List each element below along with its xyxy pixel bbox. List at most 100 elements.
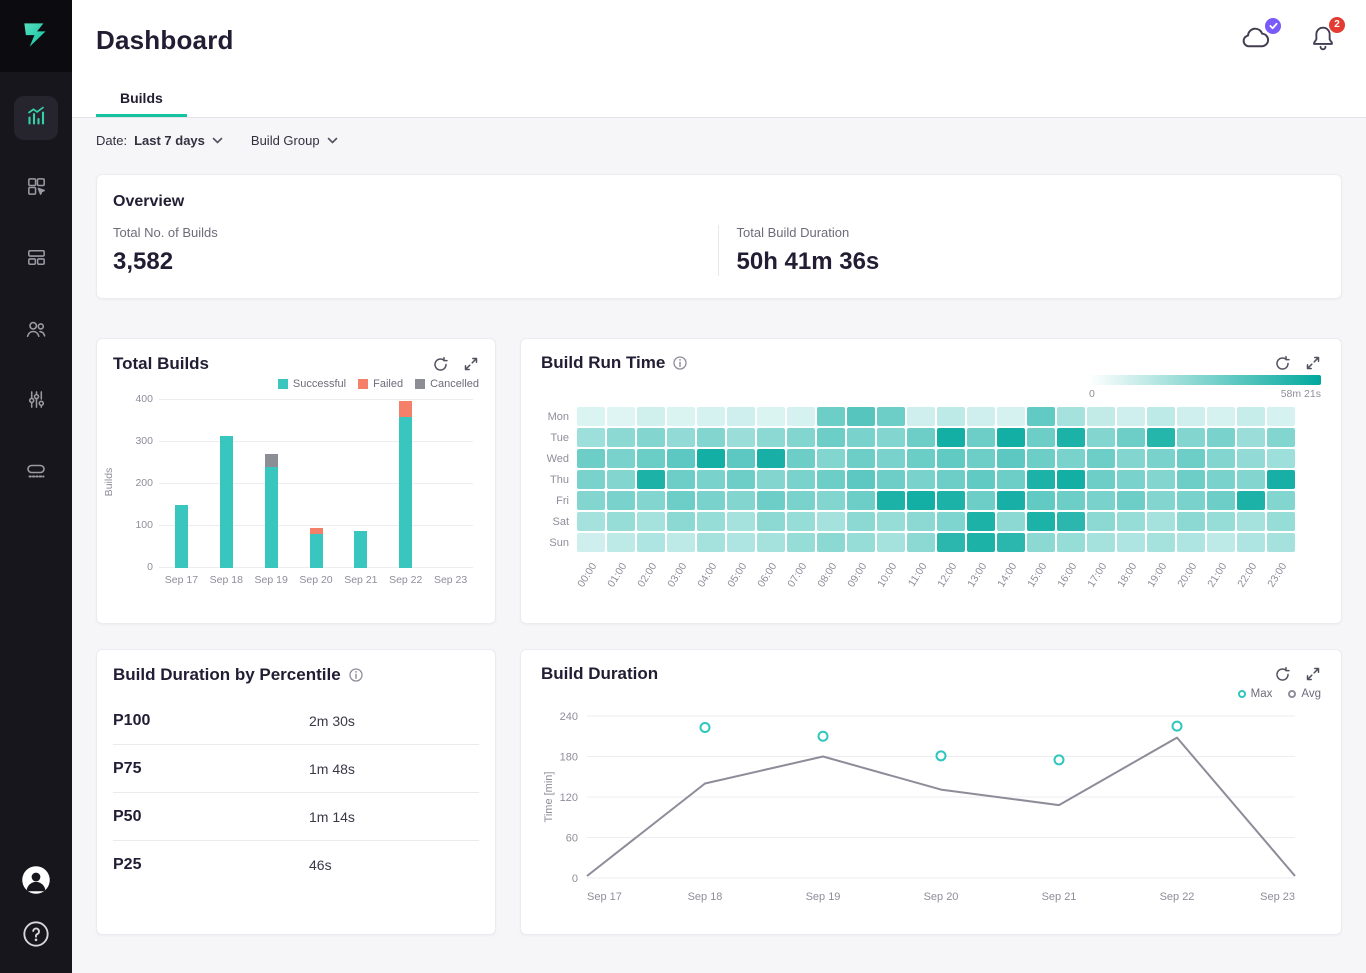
heatmap-cell[interactable] [1177,470,1205,489]
notifications-button[interactable]: 2 [1310,24,1336,57]
heatmap-cell[interactable] [697,533,725,552]
heatmap-cell[interactable] [1087,470,1115,489]
heatmap-cell[interactable] [967,512,995,531]
heatmap-cell[interactable] [1027,512,1055,531]
help-button[interactable] [21,921,51,951]
heatmap-cell[interactable] [787,512,815,531]
heatmap-cell[interactable] [787,470,815,489]
heatmap-cell[interactable] [727,470,755,489]
heatmap-cell[interactable] [937,491,965,510]
heatmap-cell[interactable] [847,449,875,468]
heatmap-cell[interactable] [1237,407,1265,426]
heatmap-cell[interactable] [607,449,635,468]
heatmap-cell[interactable] [1147,491,1175,510]
heatmap-cell[interactable] [1207,533,1235,552]
heatmap-cell[interactable] [907,491,935,510]
heatmap-cell[interactable] [607,533,635,552]
heatmap-cell[interactable] [727,512,755,531]
heatmap-cell[interactable] [757,470,785,489]
build-group-filter[interactable]: Build Group [251,133,338,148]
heatmap-cell[interactable] [847,533,875,552]
heatmap-cell[interactable] [577,428,605,447]
tab-builds[interactable]: Builds [96,80,187,117]
heatmap-cell[interactable] [607,491,635,510]
heatmap-cell[interactable] [1057,449,1085,468]
heatmap-cell[interactable] [1177,512,1205,531]
heatmap-cell[interactable] [1177,407,1205,426]
heatmap-cell[interactable] [877,512,905,531]
heatmap-cell[interactable] [1207,470,1235,489]
heatmap-cell[interactable] [1147,533,1175,552]
bar-segment-successful[interactable] [310,534,323,568]
heatmap-cell[interactable] [607,512,635,531]
heatmap-cell[interactable] [787,491,815,510]
heatmap-cell[interactable] [1117,512,1145,531]
heatmap-cell[interactable] [667,533,695,552]
heatmap-cell[interactable] [1117,428,1145,447]
heatmap-cell[interactable] [757,407,785,426]
heatmap-cell[interactable] [787,449,815,468]
refresh-button[interactable] [1274,666,1291,683]
heatmap-cell[interactable] [757,428,785,447]
heatmap-cell[interactable] [1267,491,1295,510]
heatmap-cell[interactable] [817,407,845,426]
heatmap-cell[interactable] [1177,533,1205,552]
heatmap-cell[interactable] [727,533,755,552]
heatmap-cell[interactable] [937,533,965,552]
heatmap-cell[interactable] [817,533,845,552]
heatmap-cell[interactable] [1117,449,1145,468]
heatmap-cell[interactable] [607,428,635,447]
heatmap-cell[interactable] [907,449,935,468]
heatmap-cell[interactable] [757,512,785,531]
heatmap-cell[interactable] [1087,407,1115,426]
heatmap-cell[interactable] [967,407,995,426]
heatmap-cell[interactable] [1267,449,1295,468]
heatmap-cell[interactable] [1207,512,1235,531]
heatmap-cell[interactable] [1027,428,1055,447]
heatmap-cell[interactable] [637,428,665,447]
heatmap-cell[interactable] [1027,533,1055,552]
heatmap-cell[interactable] [997,449,1025,468]
heatmap-cell[interactable] [667,407,695,426]
heatmap-cell[interactable] [1147,449,1175,468]
heatmap-cell[interactable] [937,428,965,447]
heatmap-cell[interactable] [787,533,815,552]
heatmap-cell[interactable] [997,491,1025,510]
heatmap-cell[interactable] [967,533,995,552]
heatmap-cell[interactable] [1117,491,1145,510]
heatmap-cell[interactable] [757,491,785,510]
heatmap-cell[interactable] [1027,470,1055,489]
heatmap-cell[interactable] [1087,533,1115,552]
heatmap-cell[interactable] [1267,533,1295,552]
heatmap-cell[interactable] [1147,407,1175,426]
heatmap-cell[interactable] [847,512,875,531]
heatmap-cell[interactable] [1147,512,1175,531]
heatmap-cell[interactable] [787,428,815,447]
heatmap-cell[interactable] [577,470,605,489]
heatmap-cell[interactable] [1207,491,1235,510]
heatmap-cell[interactable] [907,533,935,552]
heatmap-cell[interactable] [937,512,965,531]
heatmap-cell[interactable] [967,470,995,489]
expand-button[interactable] [1305,355,1321,372]
heatmap-cell[interactable] [1087,491,1115,510]
heatmap-cell[interactable] [1237,449,1265,468]
heatmap-cell[interactable] [1207,407,1235,426]
heatmap-cell[interactable] [847,407,875,426]
heatmap-cell[interactable] [1027,407,1055,426]
bar-segment-successful[interactable] [354,531,367,568]
heatmap-cell[interactable] [637,449,665,468]
heatmap-cell[interactable] [1027,491,1055,510]
heatmap-cell[interactable] [817,428,845,447]
heatmap-cell[interactable] [667,491,695,510]
heatmap-cell[interactable] [1147,428,1175,447]
heatmap-cell[interactable] [1057,491,1085,510]
heatmap-cell[interactable] [997,428,1025,447]
heatmap-cell[interactable] [727,449,755,468]
heatmap-cell[interactable] [1057,470,1085,489]
heatmap-cell[interactable] [577,407,605,426]
heatmap-cell[interactable] [1087,512,1115,531]
heatmap-cell[interactable] [937,470,965,489]
heatmap-cell[interactable] [697,512,725,531]
heatmap-cell[interactable] [1237,533,1265,552]
